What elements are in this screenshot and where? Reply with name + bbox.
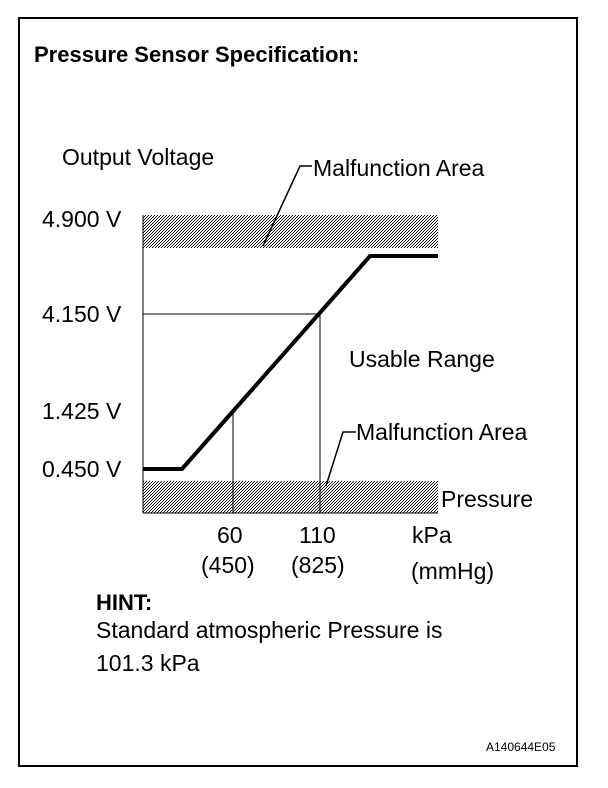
x-tick-60-kpa: 60 (217, 522, 243, 548)
page-title: Pressure Sensor Specification: (34, 42, 360, 67)
x-axis-label: Pressure (441, 486, 534, 512)
upper-malfunction-label: Malfunction Area (313, 155, 485, 181)
upper-callout-leader (262, 165, 312, 247)
hint-line-2: 101.3 kPa (96, 650, 200, 676)
hint-heading: HINT: (96, 590, 153, 615)
lower-malfunction-label: Malfunction Area (356, 419, 528, 445)
y-tick-0450: 0.450 V (42, 456, 122, 482)
figure-id: A140644E05 (486, 740, 556, 754)
lower-callout-leader (325, 431, 356, 487)
y-tick-4900: 4.900 V (42, 206, 122, 232)
x-unit-kpa: kPa (412, 522, 452, 548)
x-tick-110-mmhg: (825) (291, 552, 345, 578)
diagram-frame (18, 17, 578, 767)
y-axis-label: Output Voltage (62, 144, 215, 170)
y-tick-4150: 4.150 V (42, 301, 122, 327)
upper-malfunction-band (143, 215, 438, 248)
x-tick-110-kpa: 110 (299, 522, 336, 548)
x-tick-60-mmhg: (450) (201, 552, 255, 578)
usable-range-label: Usable Range (349, 346, 495, 372)
y-tick-1425: 1.425 V (42, 398, 122, 424)
sensor-output-line (143, 254, 438, 471)
hint-line-1: Standard atmospheric Pressure is (96, 617, 443, 643)
lower-malfunction-band (143, 481, 438, 513)
x-unit-mmhg: (mmHg) (411, 558, 495, 584)
